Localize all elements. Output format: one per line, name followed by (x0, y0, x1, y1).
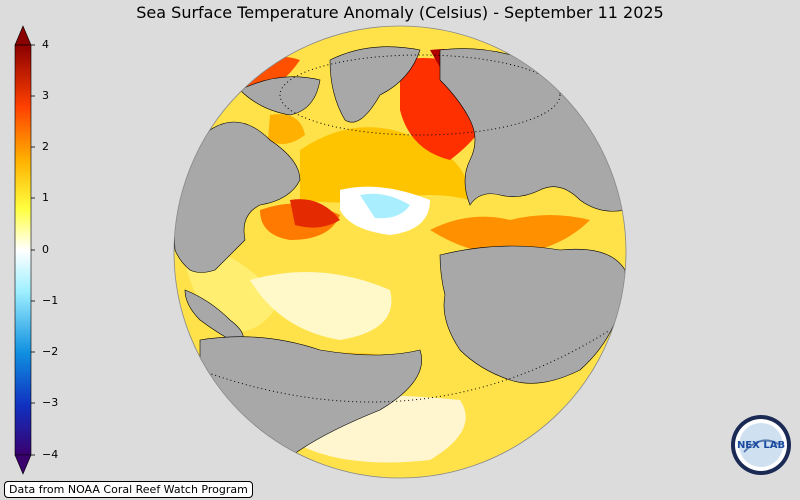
colorbar-tick-label: 1 (42, 191, 49, 204)
anomaly-patch (290, 199, 340, 228)
map-title: Sea Surface Temperature Anomaly (Celsius… (136, 3, 664, 22)
land-africa (439, 245, 626, 384)
land-greenland (329, 46, 421, 123)
anomaly-patch (360, 193, 410, 219)
colorbar-tick-label: 2 (42, 140, 49, 153)
svg-text:NEX LAB: NEX LAB (737, 440, 785, 451)
colorbar-tick-label: −4 (42, 448, 59, 461)
globe-outline (173, 25, 627, 479)
colorbar-tick-label: −1 (42, 294, 59, 307)
anomaly-patch (250, 272, 392, 340)
colorbar-tick-label: 3 (42, 89, 49, 102)
anomaly-patch (268, 114, 305, 144)
colorbar-tick-label: 4 (42, 38, 49, 51)
colorbar-tick-label: −2 (42, 345, 59, 358)
nex-lab-logo: NEX LAB (731, 415, 791, 475)
colorbar-min-arrow (14, 454, 32, 475)
anomaly-patch (430, 215, 590, 255)
colorbar-tick-label: −3 (42, 396, 59, 409)
data-credit: Data from NOAA Coral Reef Watch Program (4, 481, 253, 498)
latitude-line-tropic (199, 329, 611, 403)
colorbar-tick-label: 0 (42, 243, 49, 256)
latitude-line-arctic (279, 54, 561, 136)
